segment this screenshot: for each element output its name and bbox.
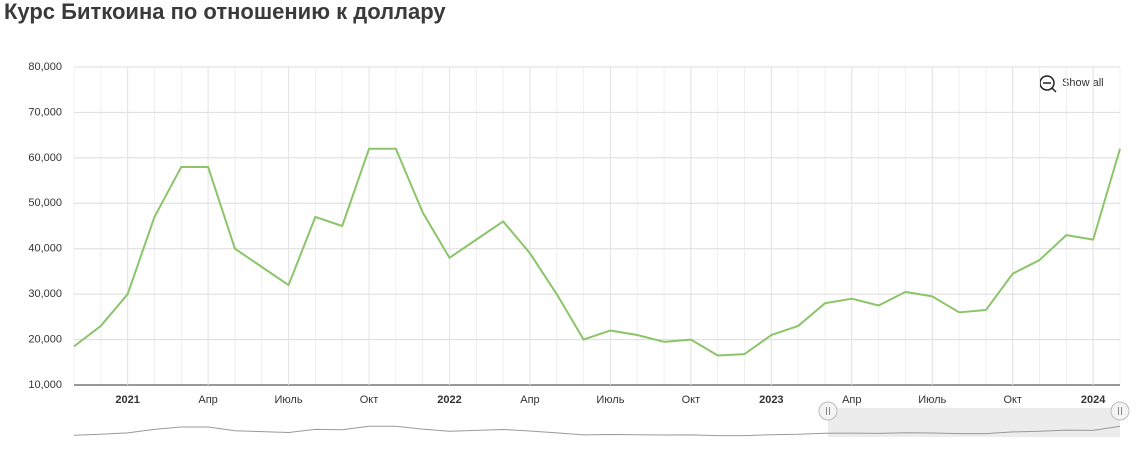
zoom-icon-handle bbox=[1051, 87, 1057, 93]
x-tick-label: Июль bbox=[275, 394, 303, 406]
x-tick-label: 2023 bbox=[759, 394, 783, 406]
x-tick-label: 2022 bbox=[437, 394, 461, 406]
x-tick-label: 2021 bbox=[115, 394, 139, 406]
y-tick-label: 60,000 bbox=[28, 152, 62, 164]
navigator-bg bbox=[74, 408, 1120, 437]
navigator-line bbox=[73, 425, 1121, 437]
x-tick-label: Июль bbox=[596, 394, 624, 406]
x-tick-label: 2024 bbox=[1081, 394, 1106, 406]
navigator-handle[interactable] bbox=[1110, 401, 1130, 421]
y-tick-label: 50,000 bbox=[28, 197, 62, 209]
y-tick-label: 80,000 bbox=[28, 61, 62, 73]
navigator-handle[interactable] bbox=[818, 401, 838, 421]
x-tick-label: Апр bbox=[520, 394, 539, 406]
reset-zoom[interactable]: Show all bbox=[1039, 75, 1104, 93]
x-tick-label: Апр bbox=[842, 394, 861, 406]
x-tick-label: Окт bbox=[1003, 394, 1022, 406]
navigator-selection bbox=[828, 408, 1120, 437]
y-tick-label: 30,000 bbox=[28, 288, 62, 300]
x-tick-label: Окт bbox=[682, 394, 701, 406]
x-tick-label: Июль bbox=[918, 394, 946, 406]
show-all-button[interactable]: Show all bbox=[1062, 77, 1104, 89]
price-line bbox=[73, 147, 1121, 357]
y-tick-label: 40,000 bbox=[28, 243, 62, 255]
y-tick-label: 10,000 bbox=[28, 379, 62, 391]
y-tick-label: 20,000 bbox=[28, 333, 62, 345]
chart-title: Курс Биткоина по отношению к доллару bbox=[4, 0, 446, 24]
x-tick-label: Окт bbox=[360, 394, 379, 406]
x-tick-label: Апр bbox=[198, 394, 217, 406]
y-tick-label: 70,000 bbox=[28, 106, 62, 118]
